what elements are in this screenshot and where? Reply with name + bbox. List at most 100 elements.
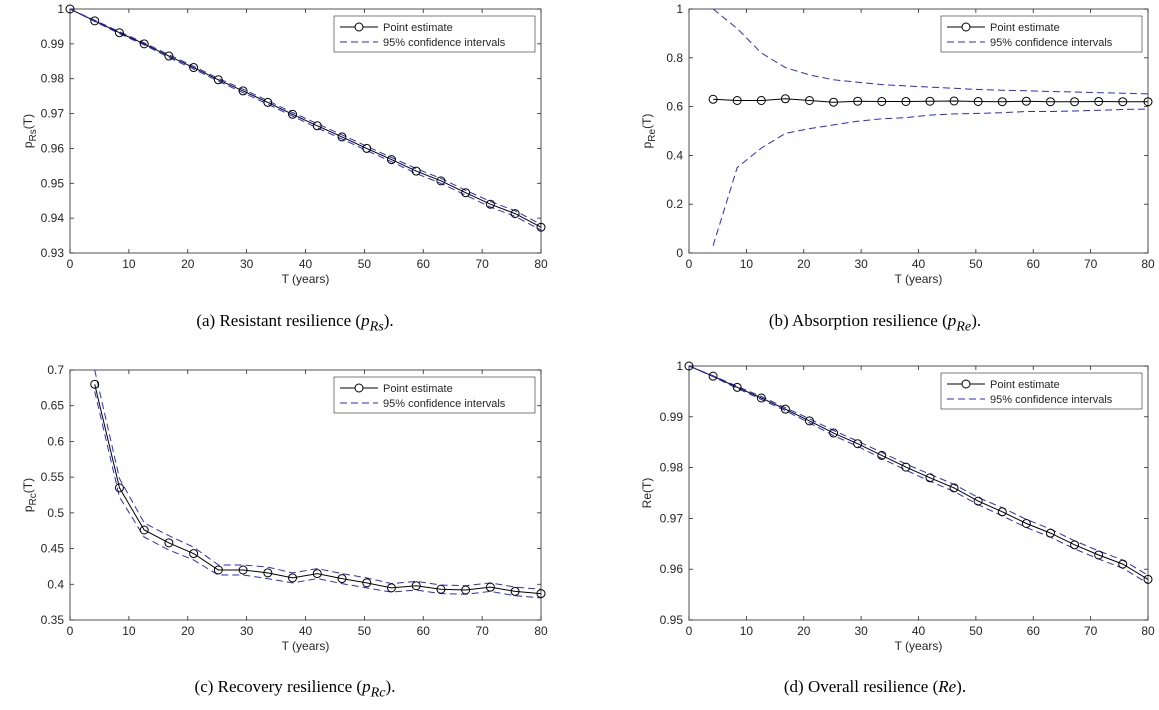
point-estimate-line	[70, 9, 541, 228]
y-tick-label: 0.8	[666, 51, 683, 65]
x-tick-label: 0	[67, 624, 74, 638]
legend: Point estimate 95% confidence intervals	[940, 372, 1143, 410]
caption-b: (b) Absorption resilience (pRe).	[768, 311, 982, 335]
legend-box	[333, 376, 536, 414]
point-estimate-marker	[780, 404, 790, 414]
point-estimate-marker	[485, 199, 495, 209]
y-tick-label: 0.99	[660, 410, 684, 424]
point-estimate-marker	[901, 462, 911, 472]
x-tick-label: 50	[969, 257, 983, 271]
point-estimate-marker	[1118, 97, 1128, 107]
point-estimate-marker	[90, 16, 100, 26]
point-estimate-marker	[1045, 97, 1055, 107]
point-estimate-marker	[925, 473, 935, 483]
chart-d: 0 10 20 30 40 50 60 70 80 0.95 0.96 0.97 0.98 0.99 1 T …	[640, 359, 1155, 653]
point-estimate-marker	[485, 582, 495, 592]
point-estimate-marker	[1021, 518, 1031, 528]
point-estimate-marker	[139, 39, 149, 49]
point-estimate-marker	[1070, 540, 1080, 550]
y-tick-label: 0.5	[47, 506, 64, 520]
point-estimate-marker	[139, 525, 149, 535]
x-tick-label: 70	[475, 624, 489, 638]
legend-box	[940, 15, 1143, 53]
point-estimate-marker	[189, 63, 199, 73]
x-tick-label: 30	[854, 624, 868, 638]
legend-entry-point: Point estimate	[383, 22, 453, 34]
x-axis-label: T (years)	[895, 272, 943, 286]
y-tick-label: 0.6	[47, 434, 64, 448]
point-estimate-marker	[536, 222, 546, 232]
legend: Point estimate 95% confidence intervals	[333, 376, 536, 414]
point-estimate-marker	[708, 371, 718, 381]
point-estimate-marker	[684, 361, 694, 371]
point-estimate-marker	[510, 586, 520, 596]
chart-c: 0 10 20 30 40 50 60 70 80 0.35 0.4 0.45 0.5 0.55 0.6 0.…	[21, 363, 548, 653]
point-estimate-marker	[114, 28, 124, 38]
point-estimate-marker	[1143, 574, 1153, 584]
point-estimate-marker	[312, 121, 322, 131]
point-estimate-marker	[436, 176, 446, 186]
point-estimate-marker	[411, 581, 421, 591]
point-estimate-marker	[1021, 96, 1031, 106]
point-estimate-marker	[780, 94, 790, 104]
x-tick-label: 70	[1084, 624, 1098, 638]
point-estimate-marker	[804, 96, 814, 105]
point-estimate-marker	[708, 94, 718, 104]
point-estimate-marker	[213, 75, 223, 85]
y-axis-label: pRs(T)	[21, 114, 39, 148]
y-tick-label: 0.65	[41, 399, 65, 413]
y-axis-label: pRc(T)	[21, 478, 39, 512]
ci-line	[689, 366, 1148, 584]
y-tick-label: 0.95	[660, 613, 684, 627]
point-estimate-marker	[362, 578, 372, 588]
point-estimate-marker	[238, 86, 248, 96]
legend-point-marker	[354, 22, 364, 32]
point-estimate-marker	[312, 569, 322, 579]
y-tick-label: 1	[676, 2, 683, 16]
y-tick-label: 0	[676, 246, 683, 260]
x-tick-label: 10	[122, 257, 136, 271]
point-estimate-marker	[536, 589, 546, 599]
x-tick-label: 50	[358, 624, 372, 638]
legend-box	[940, 372, 1143, 410]
x-tick-label: 40	[299, 257, 313, 271]
y-tick-label: 0.4	[666, 148, 683, 162]
ci-line	[712, 108, 1148, 246]
point-estimate-marker	[461, 585, 471, 595]
point-estimate-marker	[1118, 559, 1128, 569]
point-estimate-marker	[949, 96, 959, 106]
x-axis-label: T (years)	[895, 639, 943, 653]
x-tick-label: 30	[240, 624, 254, 638]
legend: Point estimate 95% confidence intervals	[333, 15, 536, 53]
chart-b: 0 10 20 30 40 50 60 70 80 0 0.2 0.4 0.6 0.8 1 T (years)…	[640, 2, 1155, 286]
ci-line	[70, 9, 541, 225]
y-axis-label: pRe(T)	[640, 114, 658, 149]
point-estimate-marker	[90, 379, 100, 389]
legend-point-marker	[961, 22, 971, 32]
x-tick-label: 50	[358, 257, 372, 271]
x-axis-label: T (years)	[282, 272, 330, 286]
point-estimate-marker	[263, 568, 273, 578]
x-tick-label: 0	[67, 257, 74, 271]
x-tick-label: 80	[534, 624, 548, 638]
x-tick-label: 30	[240, 257, 254, 271]
y-tick-label: 0.94	[41, 211, 65, 225]
point-estimate-marker	[973, 96, 983, 106]
point-estimate-marker	[386, 583, 396, 593]
point-estimate-marker	[263, 97, 273, 107]
y-tick-label: 0.95	[41, 176, 65, 190]
point-estimate-marker	[238, 565, 248, 575]
point-estimate-marker	[65, 4, 75, 14]
y-tick-label: 0.99	[41, 37, 65, 51]
point-estimate-marker	[164, 538, 174, 548]
y-axis-label: Re(T)	[640, 478, 654, 509]
y-tick-label: 0.55	[41, 470, 65, 484]
legend-entry-ci: 95% confidence intervals	[383, 37, 506, 49]
x-tick-label: 10	[740, 257, 754, 271]
x-tick-label: 60	[1027, 624, 1041, 638]
x-tick-label: 60	[417, 257, 431, 271]
legend-entry-point: Point estimate	[990, 22, 1060, 34]
point-estimate-marker	[1094, 96, 1104, 106]
point-estimate-marker	[386, 155, 396, 165]
x-tick-label: 40	[912, 257, 926, 271]
